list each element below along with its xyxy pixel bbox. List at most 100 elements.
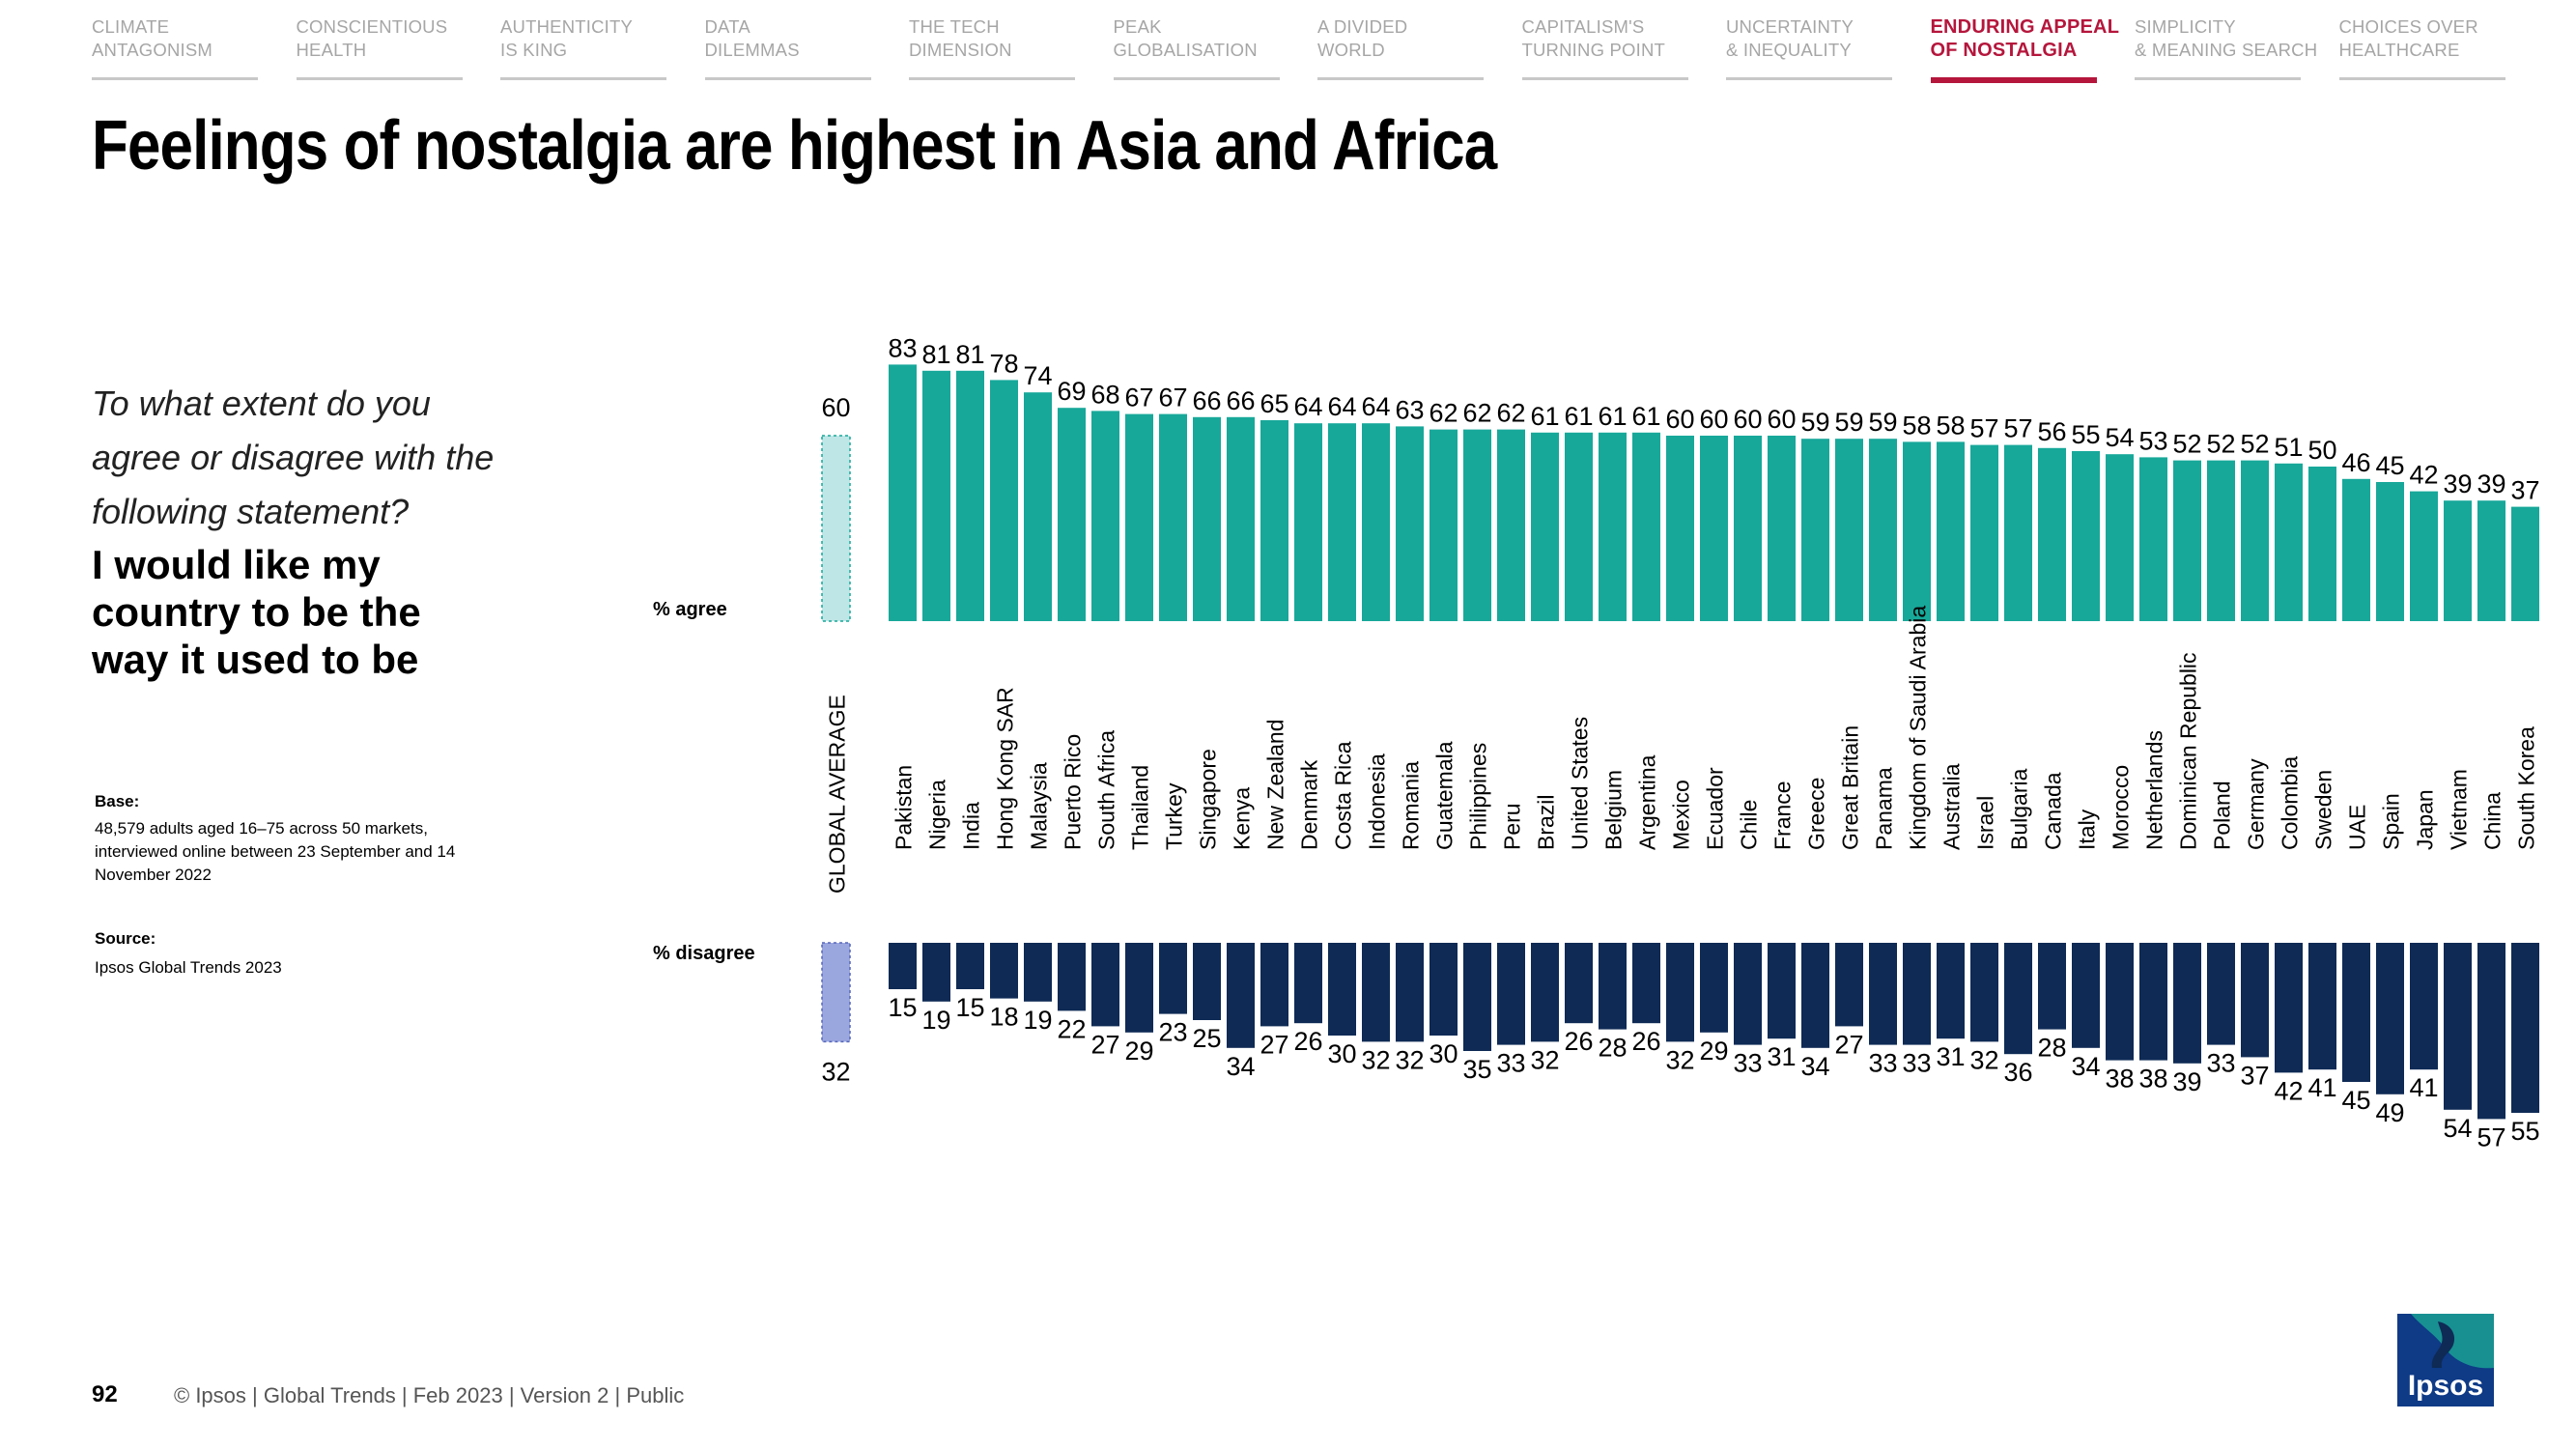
agree-bar xyxy=(1531,432,1559,621)
nav-tab[interactable]: PEAK GLOBALISATION xyxy=(1113,15,1280,80)
disagree-bar xyxy=(1260,943,1288,1027)
agree-value-label: 52 xyxy=(2206,430,2235,459)
disagree-bar xyxy=(1159,943,1187,1014)
agree-bar xyxy=(1734,436,1762,621)
disagree-series-label: % disagree xyxy=(653,943,755,964)
nav-tab[interactable]: AUTHENTICITY IS KING xyxy=(500,15,666,80)
country-label: Philippines xyxy=(1466,743,1491,850)
disagree-value-label: 27 xyxy=(1260,1030,1288,1059)
disagree-bar xyxy=(1565,943,1593,1024)
agree-value-label: 53 xyxy=(2138,426,2167,455)
agree-value-label: 59 xyxy=(1800,408,1829,437)
nav-tab[interactable]: DATA DILEMMAS xyxy=(704,15,871,80)
agree-value-label: 69 xyxy=(1057,377,1086,406)
disagree-value-label: 41 xyxy=(2307,1073,2336,1102)
agree-value-label: 62 xyxy=(1496,399,1525,428)
disagree-bar xyxy=(2376,943,2404,1094)
country-label: South Africa xyxy=(1094,730,1119,850)
agree-value-label: 83 xyxy=(888,333,917,362)
base-text: 48,579 adults aged 16–75 across 50 marke… xyxy=(95,817,549,887)
nav-tab-label: ANTAGONISM xyxy=(92,40,212,60)
disagree-bar xyxy=(1024,943,1052,1002)
question-line: agree or disagree with the xyxy=(92,438,495,477)
nav-tab[interactable]: THE TECH DIMENSION xyxy=(909,15,1075,80)
agree-value-label: 60 xyxy=(1733,405,1762,434)
country-label: Kingdom of Saudi Arabia xyxy=(1906,606,1931,850)
agree-bar xyxy=(1430,429,1458,621)
disagree-bar xyxy=(1058,943,1086,1011)
nav-tab-label: CLIMATE xyxy=(92,16,170,37)
agree-value-label: 51 xyxy=(2274,433,2303,462)
agree-bar xyxy=(1970,444,1998,621)
disagree-bar xyxy=(1227,943,1255,1048)
agree-bar xyxy=(889,364,917,621)
country-label: Great Britain xyxy=(1838,725,1863,850)
disagree-value-label: 32 xyxy=(1361,1045,1390,1074)
disagree-bar xyxy=(2139,943,2167,1061)
agree-value-label: 67 xyxy=(1158,384,1187,412)
agree-bar xyxy=(1497,429,1525,621)
disagree-bar xyxy=(1632,943,1660,1024)
disagree-bar xyxy=(1666,943,1694,1042)
agree-bar xyxy=(2173,460,2201,621)
disagree-value-label: 26 xyxy=(1631,1027,1660,1056)
country-label: Israel xyxy=(1973,796,1998,850)
disagree-value-label: 38 xyxy=(2138,1065,2167,1094)
country-label: China xyxy=(2480,792,2505,850)
disagree-bar xyxy=(1937,943,1965,1039)
disagree-value-label: 33 xyxy=(1868,1049,1897,1078)
nav-tab-label: DATA xyxy=(704,16,750,37)
disagree-value-label: 30 xyxy=(1327,1039,1356,1068)
base-line: November 2022 xyxy=(95,866,212,884)
disagree-value-label: 42 xyxy=(2274,1076,2303,1105)
agree-bar xyxy=(2241,460,2269,621)
country-label: Singapore xyxy=(1196,749,1221,850)
agree-bar xyxy=(2139,457,2167,621)
disagree-bar xyxy=(1125,943,1153,1033)
average-disagree-value: 32 xyxy=(821,1057,850,1086)
nav-tab[interactable]: CONSCIENTIOUS HEALTH xyxy=(296,15,463,80)
nav-tab[interactable]: CLIMATE ANTAGONISM xyxy=(92,15,258,80)
agree-value-label: 64 xyxy=(1327,392,1356,421)
nav-tab-label: THE TECH xyxy=(909,16,1000,37)
agree-bar xyxy=(2072,451,2100,621)
disagree-bar xyxy=(2444,943,2472,1110)
agree-value-label: 60 xyxy=(1767,405,1796,434)
country-label: Ecuador xyxy=(1703,767,1728,850)
agree-value-label: 81 xyxy=(955,340,984,369)
disagree-value-label: 32 xyxy=(1395,1045,1424,1074)
survey-statement: I would like my country to be the way it… xyxy=(92,541,497,683)
country-label: New Zealand xyxy=(1263,719,1288,850)
nav-tab[interactable]: ENDURING APPEAL OF NOSTALGIA xyxy=(1930,15,2119,83)
agree-bar xyxy=(1058,408,1086,621)
disagree-value-label: 33 xyxy=(2206,1049,2235,1078)
country-label: Morocco xyxy=(2109,765,2134,850)
agree-value-label: 56 xyxy=(2037,417,2066,446)
nav-tab[interactable]: UNCERTAINTY & INEQUALITY xyxy=(1726,15,1892,80)
country-label: Brazil xyxy=(1534,794,1559,850)
nav-tab[interactable]: CAPITALISM'S TURNING POINT xyxy=(1521,15,1688,80)
nav-tab-label: PEAK xyxy=(1113,16,1162,37)
nav-tab[interactable]: SIMPLICITY & MEANING SEARCH xyxy=(2135,15,2317,80)
agree-value-label: 61 xyxy=(1598,402,1627,431)
disagree-value-label: 19 xyxy=(921,1006,950,1035)
country-label: Costa Rica xyxy=(1331,741,1356,850)
disagree-value-label: 26 xyxy=(1293,1027,1322,1056)
disagree-bar xyxy=(2173,943,2201,1064)
nav-tab[interactable]: A DIVIDED WORLD xyxy=(1317,15,1484,80)
agree-value-label: 61 xyxy=(1631,402,1660,431)
agree-value-label: 78 xyxy=(989,349,1018,378)
disagree-bar xyxy=(2511,943,2539,1113)
nav-tab-label: DILEMMAS xyxy=(704,40,800,60)
country-label: Turkey xyxy=(1162,782,1187,850)
disagree-bar xyxy=(1497,943,1525,1045)
agree-value-label: 66 xyxy=(1192,386,1221,415)
nav-tab-label: WORLD xyxy=(1317,40,1385,60)
country-label: Italy xyxy=(2075,809,2100,850)
svg-text:Ipsos: Ipsos xyxy=(2408,1370,2483,1402)
agree-bar xyxy=(1024,392,1052,621)
country-label: Australia xyxy=(1939,763,1965,850)
country-label: Japan xyxy=(2413,789,2438,850)
disagree-value-label: 49 xyxy=(2375,1098,2404,1127)
nav-tab[interactable]: CHOICES OVER HEALTHCARE xyxy=(2338,15,2505,80)
